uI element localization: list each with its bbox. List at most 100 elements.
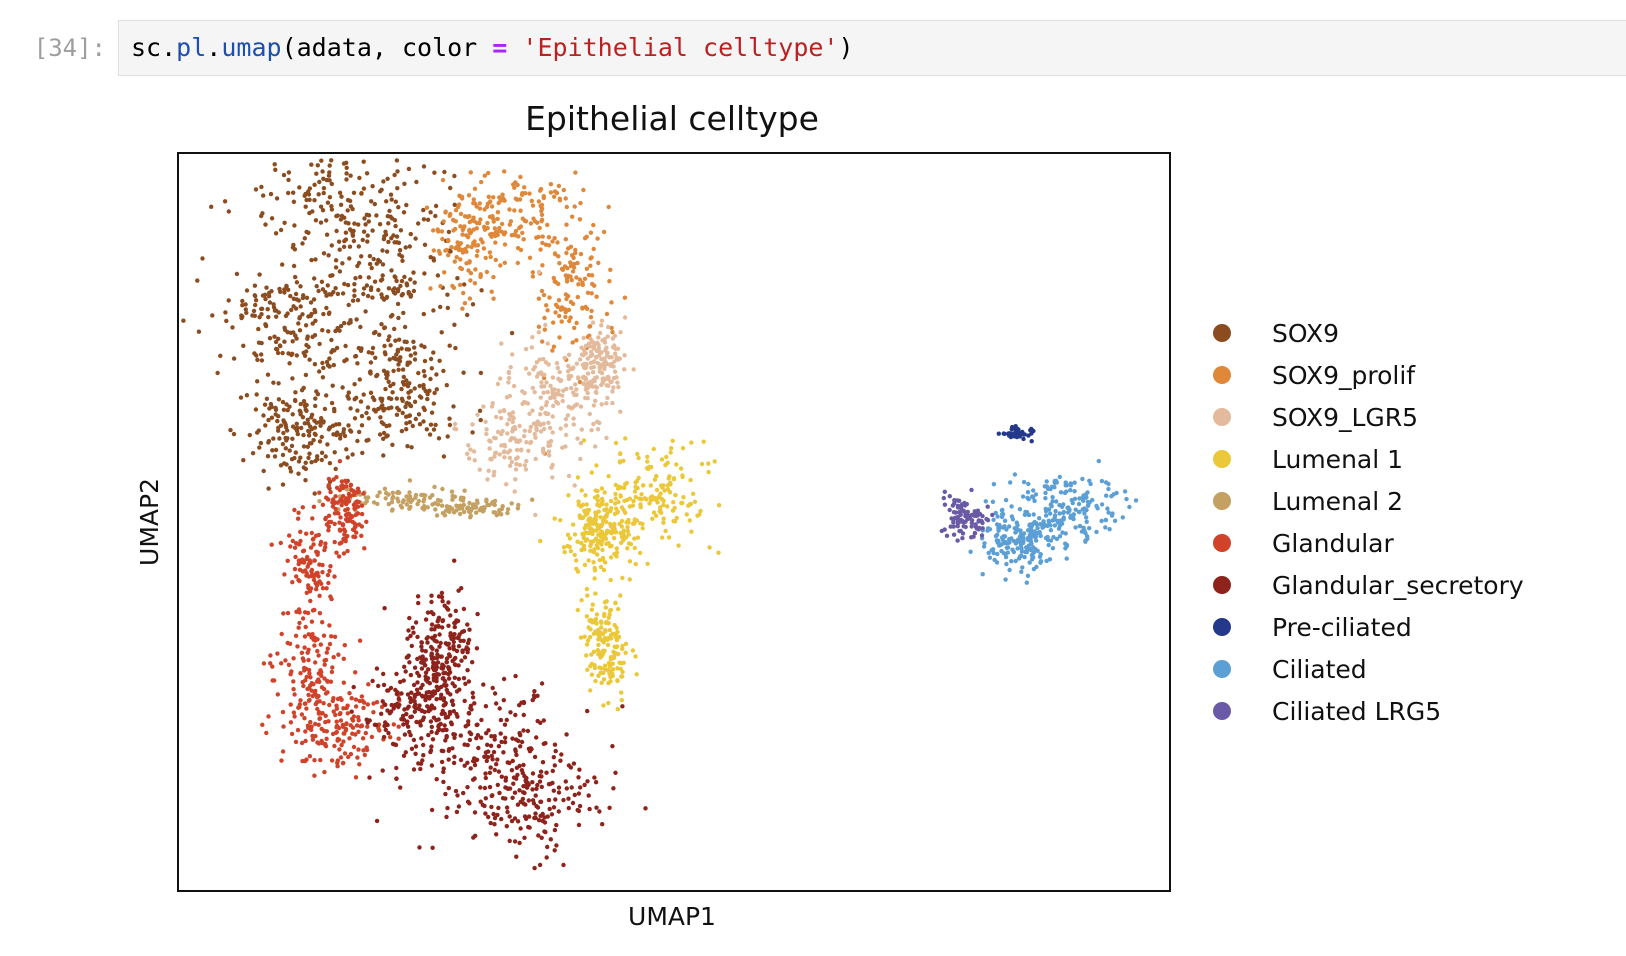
- scatter-point: [252, 293, 257, 298]
- scatter-point: [456, 804, 462, 809]
- scatter-point: [429, 593, 434, 598]
- scatter-point: [329, 758, 335, 763]
- scatter-point: [347, 518, 353, 523]
- scatter-point: [303, 460, 308, 465]
- scatter-point: [536, 234, 541, 240]
- scatter-point: [565, 532, 571, 537]
- scatter-point: [516, 502, 521, 508]
- scatter-point: [603, 560, 608, 565]
- scatter-point: [344, 705, 349, 711]
- scatter-point: [990, 499, 996, 504]
- scatter-point: [384, 249, 390, 254]
- scatter-point: [537, 862, 543, 868]
- scatter-point: [514, 752, 519, 758]
- scatter-point: [434, 661, 439, 666]
- scatter-point: [413, 620, 419, 625]
- scatter-point: [963, 519, 968, 524]
- scatter-point: [999, 512, 1005, 517]
- scatter-point: [415, 594, 421, 599]
- scatter-point: [290, 412, 295, 417]
- scatter-point: [490, 685, 495, 691]
- scatter-point: [642, 496, 648, 501]
- scatter-point: [364, 410, 369, 416]
- scatter-point: [571, 255, 576, 260]
- scatter-point: [336, 652, 341, 657]
- scatter-point: [428, 422, 434, 427]
- scatter-point: [453, 788, 459, 794]
- scatter-point: [456, 634, 461, 640]
- scatter-point: [556, 790, 562, 795]
- scatter-point: [370, 351, 375, 356]
- scatter-point: [977, 525, 982, 531]
- scatter-point: [329, 181, 334, 187]
- scatter-point: [406, 498, 411, 503]
- scatter-point: [428, 210, 433, 215]
- scatter-point: [196, 329, 202, 334]
- scatter-point: [392, 326, 397, 332]
- scatter-point: [294, 280, 300, 285]
- scatter-point: [468, 170, 473, 175]
- scatter-point: [588, 539, 594, 544]
- scatter-point: [615, 678, 620, 684]
- scatter-point: [599, 680, 604, 685]
- scatter-point: [1005, 550, 1010, 555]
- scatter-point: [329, 204, 334, 209]
- scatter-point: [381, 236, 387, 242]
- scatter-point: [313, 688, 318, 694]
- scatter-point: [416, 412, 422, 417]
- scatter-point: [566, 307, 572, 313]
- scatter-point: [604, 514, 609, 519]
- scatter-point: [397, 248, 403, 253]
- scatter-point: [628, 541, 634, 547]
- scatter-point: [438, 304, 443, 310]
- scatter-point: [596, 532, 601, 537]
- scatter-point: [585, 356, 590, 361]
- scatter-point: [308, 675, 313, 680]
- scatter-point: [580, 306, 585, 311]
- scatter-point: [543, 829, 548, 835]
- scatter-point: [317, 499, 322, 504]
- scatter-point: [548, 190, 554, 195]
- scatter-point: [454, 255, 459, 260]
- scatter-point: [957, 510, 962, 515]
- scatter-point: [509, 768, 515, 773]
- scatter-point: [467, 730, 472, 735]
- scatter-point: [312, 758, 317, 763]
- scatter-point: [450, 497, 455, 502]
- scatter-point: [983, 499, 988, 504]
- code-line[interactable]: sc.pl.umap(adata, color = 'Epithelial ce…: [131, 33, 854, 62]
- scatter-point: [474, 722, 479, 728]
- scatter-point: [499, 341, 504, 346]
- scatter-point: [589, 607, 595, 612]
- scatter-point: [409, 445, 414, 450]
- scatter-point: [421, 661, 426, 666]
- scatter-point: [383, 702, 388, 707]
- scatter-point: [417, 422, 423, 427]
- scatter-point: [362, 752, 367, 758]
- scatter-point: [240, 303, 245, 308]
- scatter-point: [468, 447, 473, 452]
- scatter-point: [563, 779, 568, 784]
- scatter-point: [366, 275, 371, 280]
- scatter-point: [319, 738, 324, 744]
- scatter-point: [533, 422, 538, 427]
- scatter-point: [545, 844, 550, 850]
- scatter-point: [584, 362, 589, 367]
- scatter-point: [1105, 506, 1110, 511]
- scatter-point: [272, 334, 277, 339]
- scatter-point: [322, 769, 327, 775]
- scatter-point: [609, 543, 614, 548]
- scatter-point: [1073, 507, 1078, 512]
- scatter-point: [556, 298, 562, 303]
- scatter-point: [466, 711, 472, 716]
- scatter-point: [602, 663, 608, 668]
- code-cell-input[interactable]: sc.pl.umap(adata, color = 'Epithelial ce…: [118, 20, 1626, 76]
- scatter-point: [430, 646, 435, 651]
- scatter-point: [355, 755, 360, 760]
- scatter-point: [299, 740, 305, 746]
- scatter-point: [430, 845, 435, 850]
- scatter-point: [598, 515, 603, 520]
- scatter-point: [553, 310, 558, 315]
- scatter-point: [532, 865, 537, 871]
- scatter-point: [631, 498, 636, 504]
